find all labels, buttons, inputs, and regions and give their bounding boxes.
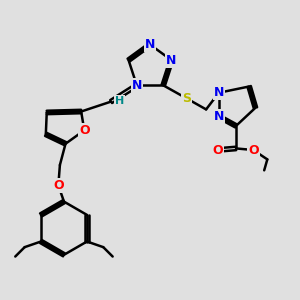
Text: N: N [145, 38, 155, 51]
Text: N: N [214, 86, 224, 99]
Text: O: O [53, 179, 64, 192]
Text: N: N [166, 54, 177, 67]
Text: H: H [115, 96, 124, 106]
Text: O: O [79, 124, 90, 137]
Text: O: O [248, 143, 259, 157]
Text: S: S [182, 92, 191, 105]
Text: N: N [132, 79, 142, 92]
Text: N: N [214, 110, 224, 123]
Text: O: O [212, 143, 223, 157]
